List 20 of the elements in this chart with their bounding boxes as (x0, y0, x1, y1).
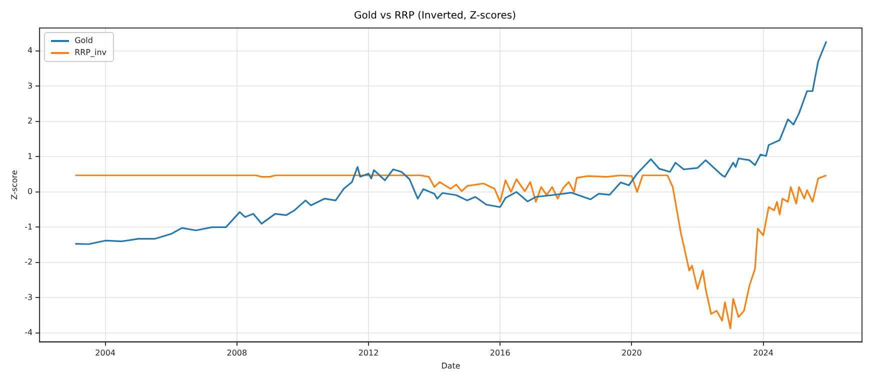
legend-label: Gold (74, 35, 93, 47)
y-tick-label: 3 (27, 81, 33, 90)
y-axis-title: Z-score (10, 170, 19, 200)
x-tick-label: 2004 (95, 348, 116, 358)
y-tick-label: 4 (27, 46, 33, 55)
x-axis-title: Date (441, 361, 460, 370)
x-tick-label: 2012 (358, 348, 379, 358)
x-tick-label: 2020 (622, 348, 642, 358)
y-tick-label: 1 (27, 152, 33, 161)
x-tick-label: 2024 (753, 348, 774, 358)
y-tick-label: -2 (24, 258, 33, 267)
chart-title: Gold vs RRP (Inverted, Z-scores) (354, 10, 516, 22)
x-tick-label: 2008 (226, 348, 248, 358)
x-tick-label: 2016 (490, 348, 510, 358)
y-tick-label: 2 (27, 116, 33, 126)
legend-label: RRP_inv (74, 47, 107, 59)
y-tick-label: 0 (27, 187, 33, 196)
y-tick-label: -3 (24, 292, 33, 302)
y-tick-label: -4 (24, 328, 33, 338)
y-tick-label: -1 (24, 222, 33, 232)
